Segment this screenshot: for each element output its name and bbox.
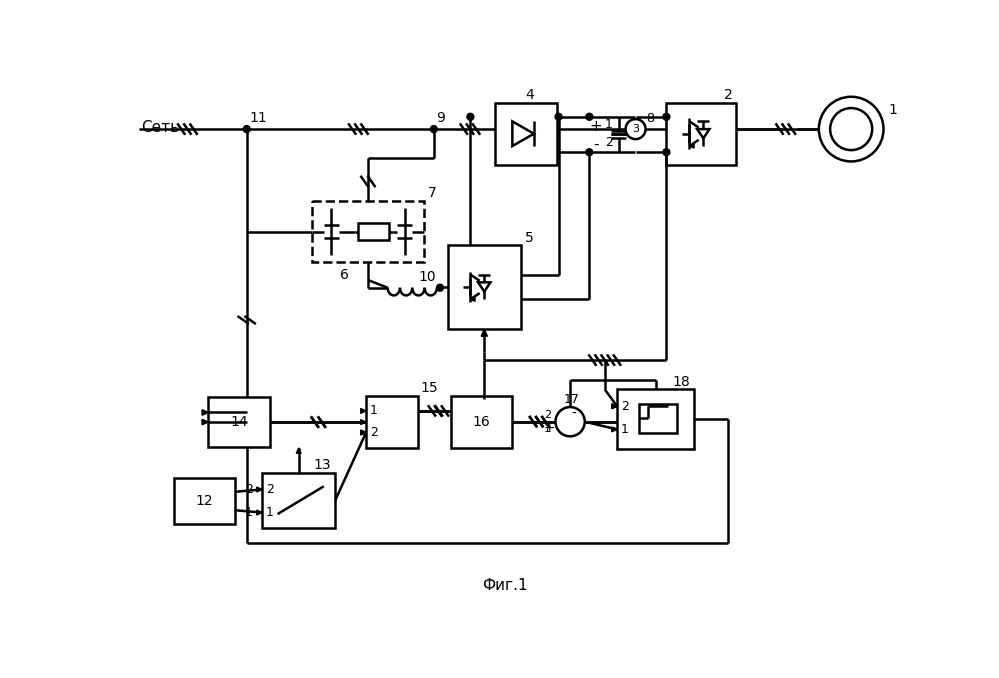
Text: 15: 15 [421, 381, 439, 395]
Text: 3: 3 [632, 124, 639, 134]
Text: 1: 1 [370, 404, 378, 418]
Polygon shape [361, 420, 366, 424]
Circle shape [585, 113, 592, 120]
Text: 2: 2 [604, 136, 612, 149]
Text: 13: 13 [314, 458, 332, 472]
Text: 12: 12 [196, 494, 213, 508]
Polygon shape [257, 487, 262, 492]
Circle shape [819, 97, 883, 161]
Text: 8: 8 [646, 112, 654, 125]
Text: 7: 7 [428, 186, 437, 200]
Text: 2: 2 [543, 410, 550, 420]
Text: 1: 1 [888, 103, 897, 117]
Circle shape [625, 119, 645, 139]
Text: 6: 6 [341, 268, 350, 283]
Circle shape [431, 125, 438, 133]
Text: 10: 10 [419, 270, 437, 284]
Polygon shape [611, 404, 617, 409]
Text: Сеть: Сеть [141, 120, 180, 135]
Polygon shape [479, 282, 491, 292]
Polygon shape [297, 448, 301, 454]
Bar [359, 223, 390, 240]
Polygon shape [611, 427, 617, 432]
Bar [496, 103, 557, 165]
Text: -: - [592, 137, 598, 152]
Bar [666, 103, 735, 165]
Circle shape [555, 407, 584, 437]
Bar [617, 389, 694, 450]
Polygon shape [361, 408, 366, 414]
Text: -: - [571, 407, 576, 421]
Circle shape [244, 125, 250, 133]
Bar [174, 478, 235, 524]
Circle shape [467, 113, 474, 120]
Text: 2: 2 [723, 88, 732, 102]
Text: 11: 11 [249, 111, 267, 125]
Text: 4: 4 [525, 88, 534, 102]
Circle shape [663, 113, 670, 120]
Text: 5: 5 [524, 231, 533, 245]
Text: 1: 1 [245, 506, 253, 519]
Polygon shape [257, 510, 262, 515]
Polygon shape [482, 330, 488, 336]
Polygon shape [361, 430, 366, 435]
Polygon shape [202, 410, 208, 415]
Circle shape [437, 284, 444, 291]
Circle shape [663, 148, 670, 156]
Text: 1: 1 [621, 423, 628, 436]
Text: 1: 1 [604, 118, 612, 131]
Circle shape [585, 148, 592, 156]
Text: +: + [589, 119, 602, 134]
Text: 1: 1 [266, 506, 274, 519]
Text: 18: 18 [672, 375, 690, 388]
Text: 2: 2 [266, 483, 274, 496]
Text: 2: 2 [621, 400, 628, 413]
Text: 16: 16 [473, 415, 491, 428]
Text: Фиг.1: Фиг.1 [482, 578, 527, 593]
Polygon shape [471, 297, 476, 301]
Polygon shape [689, 144, 694, 148]
Circle shape [830, 108, 872, 150]
Text: 1: 1 [543, 424, 550, 434]
Bar [451, 395, 512, 448]
Polygon shape [611, 404, 617, 409]
Polygon shape [361, 430, 366, 435]
Bar [448, 245, 520, 329]
Text: 2: 2 [370, 426, 378, 439]
Polygon shape [512, 121, 533, 146]
Text: 2: 2 [245, 483, 253, 496]
Text: 14: 14 [230, 415, 248, 429]
Bar [262, 473, 336, 528]
Text: +: + [543, 421, 555, 435]
Bar [366, 395, 419, 448]
Text: 9: 9 [437, 111, 445, 125]
Bar [638, 404, 677, 433]
Text: 17: 17 [564, 393, 579, 406]
Polygon shape [697, 129, 709, 138]
Bar [208, 397, 270, 447]
Circle shape [555, 113, 562, 120]
Polygon shape [202, 419, 208, 425]
Bar [312, 201, 424, 262]
